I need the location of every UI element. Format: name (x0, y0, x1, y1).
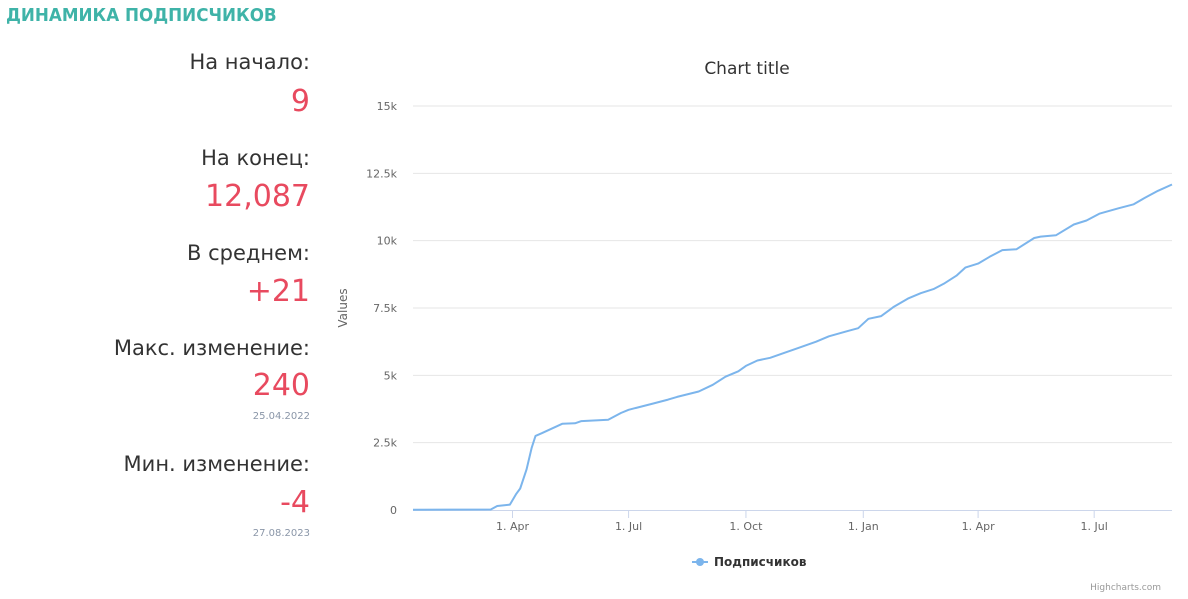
min-change-date: 27.08.2023 (252, 528, 310, 539)
average-label: В среднем: (187, 241, 310, 265)
end-value: 12,087 (205, 179, 310, 214)
chart-title: Chart title (704, 59, 789, 79)
y-tick-label: 2.5k (373, 437, 397, 450)
y-tick-label: 0 (390, 504, 397, 517)
y-tick-label: 10k (377, 235, 398, 248)
credits-link[interactable]: Highcharts.com (1090, 583, 1161, 593)
legend-symbol-marker (696, 558, 704, 566)
y-tick-label: 7.5k (373, 302, 397, 315)
y-tick-label: 12.5k (366, 167, 397, 180)
grid-lines (413, 105, 1172, 444)
legend[interactable]: Подписчиков (692, 555, 807, 569)
subscribers-chart: Chart title 0 2.5k 5k 7.5k 10k 12.5k 15k 1. Ap… (336, 59, 1173, 593)
x-tick-label: 1. Oct (729, 520, 763, 533)
start-label: На начало: (189, 50, 310, 74)
max-change-label: Макс. изменение: (113, 336, 310, 360)
y-axis-ticks: 0 2.5k 5k 7.5k 10k 12.5k 15k (366, 100, 397, 517)
stats-panel: На начало: 9 На конец: 12,087 В среднем:… (0, 0, 311, 599)
max-change-value: 240 (252, 368, 310, 403)
x-axis-ticks: 1. Apr 1. Jul 1. Oct 1. Jan 1. Apr 1. Jul (496, 510, 1108, 533)
start-value: 9 (290, 84, 310, 119)
end-label: На конец: (201, 146, 310, 170)
average-value: +21 (246, 274, 310, 309)
x-tick-label: 1. Jul (1081, 520, 1108, 533)
min-change-value: -4 (280, 485, 310, 520)
max-change-date: 25.04.2022 (252, 411, 310, 422)
x-tick-label: 1. Jan (848, 520, 879, 533)
y-axis-label: Values (336, 288, 350, 327)
y-tick-label: 5k (384, 369, 398, 382)
x-tick-label: 1. Apr (962, 520, 995, 533)
series-line-subscribers (412, 183, 1173, 511)
x-tick-label: 1. Jul (615, 520, 642, 533)
x-tick-label: 1. Apr (496, 520, 529, 533)
legend-item-subscribers[interactable]: Подписчиков (714, 555, 807, 569)
min-change-label: Мин. изменение: (123, 452, 310, 476)
page-title: ДИНАМИКА ПОДПИСЧИКОВ (6, 5, 277, 26)
y-tick-label: 15k (377, 100, 398, 113)
